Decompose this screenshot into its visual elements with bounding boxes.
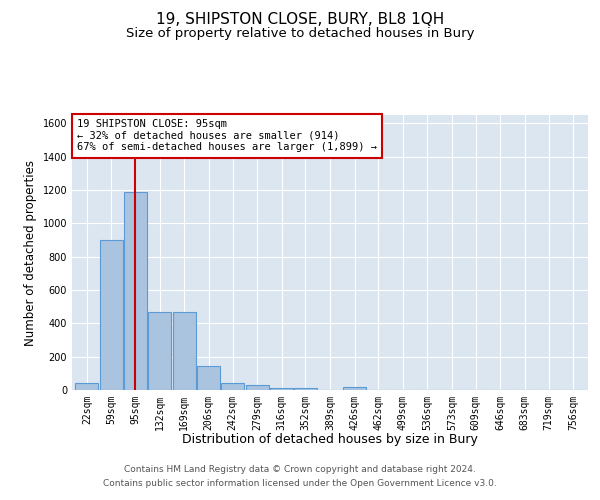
Text: 19, SHIPSTON CLOSE, BURY, BL8 1QH: 19, SHIPSTON CLOSE, BURY, BL8 1QH bbox=[156, 12, 444, 28]
Bar bbox=[148, 312, 172, 390]
Bar bbox=[294, 388, 317, 390]
Bar bbox=[270, 388, 293, 390]
Text: Size of property relative to detached houses in Bury: Size of property relative to detached ho… bbox=[126, 28, 474, 40]
Bar bbox=[76, 384, 98, 390]
Bar bbox=[173, 312, 196, 390]
Bar bbox=[124, 192, 147, 390]
Bar bbox=[221, 382, 244, 390]
Text: 19 SHIPSTON CLOSE: 95sqm
← 32% of detached houses are smaller (914)
67% of semi-: 19 SHIPSTON CLOSE: 95sqm ← 32% of detach… bbox=[77, 119, 377, 152]
Y-axis label: Number of detached properties: Number of detached properties bbox=[24, 160, 37, 346]
Text: Contains HM Land Registry data © Crown copyright and database right 2024.
Contai: Contains HM Land Registry data © Crown c… bbox=[103, 466, 497, 487]
Bar bbox=[245, 385, 269, 390]
Bar bbox=[100, 240, 123, 390]
X-axis label: Distribution of detached houses by size in Bury: Distribution of detached houses by size … bbox=[182, 433, 478, 446]
Bar bbox=[343, 386, 366, 390]
Bar bbox=[197, 366, 220, 390]
